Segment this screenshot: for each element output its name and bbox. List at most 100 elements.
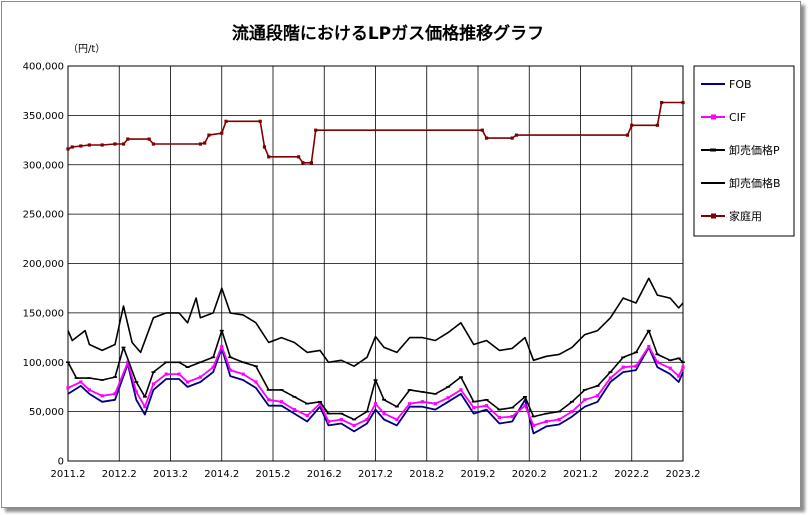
series-家庭用-marker [510,136,514,140]
series-CIF-marker [523,404,527,408]
series-CIF-marker [211,365,215,369]
series-CIF-marker [557,417,561,422]
unit-label: （円/t） [68,43,105,55]
series-CIF-marker [531,423,536,428]
x-tick-label: 2013.2 [153,469,188,480]
series-CIF-marker [126,360,130,364]
series-家庭用-marker [297,155,301,159]
y-tick-label: 300,000 [23,160,64,171]
series-CIF-marker [113,392,117,396]
series-CIF-marker [177,372,181,376]
series-CIF-marker [134,390,138,394]
series-卸売価格B-line [67,277,684,368]
series-CIF-marker [279,400,284,404]
series-CIF-marker [497,415,501,420]
y-tick-label: 350,000 [23,111,64,122]
series-家庭用-marker [126,137,130,141]
series-CIF-marker [87,388,91,392]
series-CIF-marker [198,375,202,379]
series-CIF-marker [79,380,83,384]
series-CIF-marker [292,408,296,412]
series-家庭用-marker [207,133,211,137]
series-家庭用-marker [480,128,484,132]
series-家庭用-marker [79,144,83,148]
legend-卸売価格B-label: 卸売価格B [729,176,781,190]
series-家庭用-marker [301,161,305,165]
legend-CIF-marker [711,114,716,120]
series-CIF-marker [185,380,190,384]
y-tick-label: 100,000 [23,358,64,369]
series-CIF-marker [544,419,548,424]
y-axis-tick-labels: 0 50,000 100,000 150,000 200,000 250,000 300,0… [23,62,64,468]
series-CIF-marker [66,386,70,390]
series-家庭用-marker [314,128,318,132]
x-tick-label: 2012.2 [102,469,137,480]
legend-卸売価格P-label: 卸売価格P [729,143,780,157]
y-tick-label: 400,000 [23,62,64,73]
series-CIF-marker [373,402,378,406]
chart-title: 流通段階におけるLPガス価格推移グラフ [232,23,544,44]
series-CIF-marker [228,368,232,372]
series-CIF-marker [655,360,659,364]
series-CIF-marker [365,417,369,422]
legend: FOB CIF 卸売価格P 卸売価格B 家庭用 [693,65,795,237]
series-家庭用-marker [151,142,156,146]
series-CIF-marker [446,396,450,400]
series-CIF-marker [621,365,625,369]
series-家庭用-marker [66,147,70,151]
series-CIF-marker [472,406,476,410]
y-tick-label: 0 [58,457,64,468]
series-CIF-marker [595,394,600,398]
y-tick-label: 150,000 [23,308,64,319]
series-家庭用-marker [514,133,519,137]
x-tick-label: 2017.2 [358,469,393,480]
series-CIF-marker [459,388,463,392]
series-CIF-marker [151,382,156,386]
series-家庭用-marker [262,145,267,149]
series-CIF-marker [484,404,489,408]
series-CIF-marker [647,344,651,349]
series-lines [66,100,685,435]
x-tick-label: 2021.2 [563,469,598,480]
series-CIF-marker [395,417,399,422]
lp-gas-price-chart: 流通段階におけるLPガス価格推移グラフ （円/t） 0 50,000 100,000… [23,23,795,480]
x-tick-label: 2023.2 [666,469,701,480]
series-卸売価格P-line [67,329,684,421]
series-CIF-marker [241,372,245,376]
series-CIF-marker [420,400,425,404]
series-家庭用-marker [147,137,151,141]
x-tick-label: 2022.2 [614,469,649,480]
series-CIF-marker [318,402,322,406]
series-CIF-marker [100,394,104,398]
legend-FOB-label: FOB [729,78,752,91]
series-家庭用-marker [681,100,685,105]
series-家庭用-marker [70,145,74,149]
series-FOB-line [67,346,684,435]
series-CIF-marker [634,364,638,368]
series-家庭用-marker [625,133,630,137]
series-CIF-marker [583,398,587,402]
series-家庭用-marker [258,119,262,123]
series-CIF-marker [570,410,574,414]
series-家庭用-marker [655,123,659,127]
series-CIF-marker [510,414,514,419]
series-CIF-marker [305,413,309,418]
series-家庭用-marker [309,161,314,165]
series-CIF-marker [220,344,224,349]
y-tick-label: 250,000 [23,210,64,221]
x-tick-label: 2011.2 [51,469,86,480]
series-家庭用-marker [121,142,126,146]
series-家庭用-marker [484,136,489,140]
x-axis-tick-labels: 2011.2 2012.2 2013.2 2014.2 2015.2 2016.2 2017… [51,469,701,480]
series-CIF-marker [164,372,168,376]
series-CIF-marker [267,398,271,402]
legend-CIF-label: CIF [729,111,746,124]
x-tick-label: 2014.2 [204,469,239,480]
series-家庭用-marker [87,143,91,147]
legend-家庭用-label: 家庭用 [729,209,762,223]
x-tick-label: 2016.2 [307,469,342,480]
series-家庭用-marker [660,100,664,105]
series-CIF-marker [677,374,681,378]
x-tick-label: 2020.2 [512,469,547,480]
series-CIF-marker [254,380,258,384]
